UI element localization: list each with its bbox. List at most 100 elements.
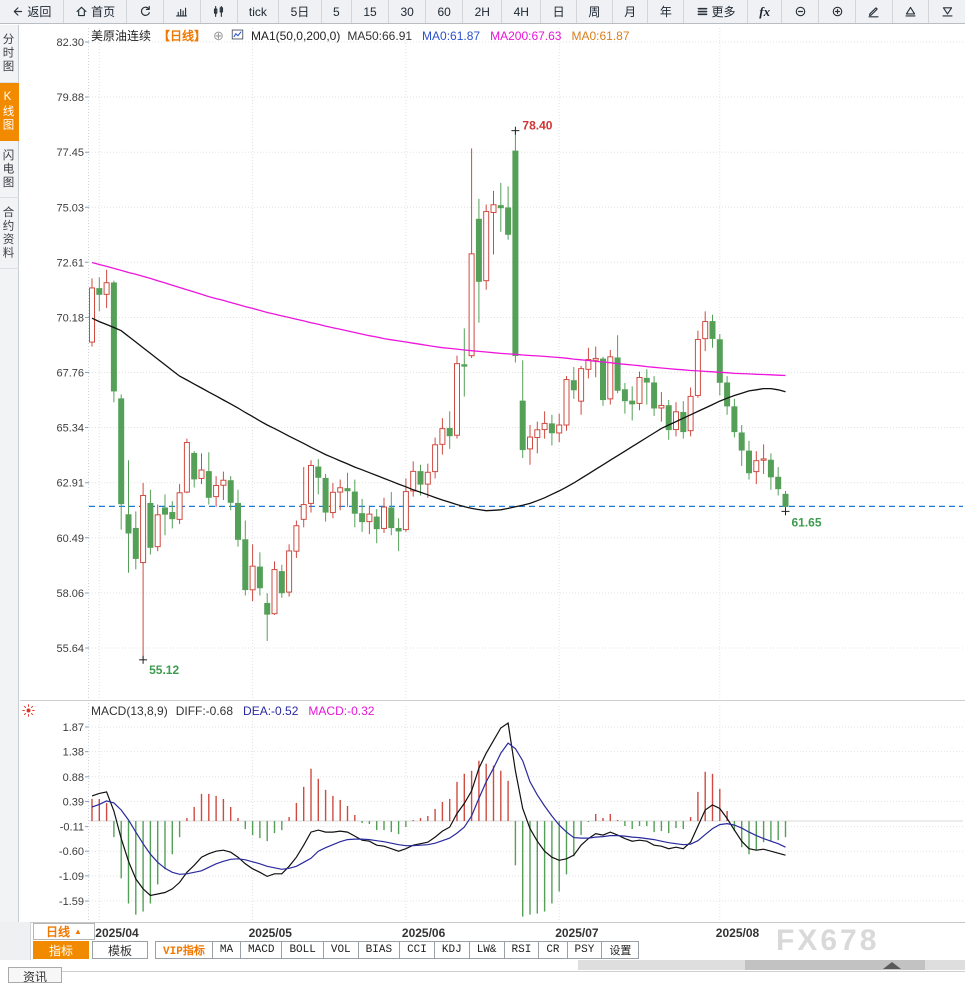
svg-text:55.12: 55.12 [149, 663, 179, 677]
toolbar-period-4h[interactable]: 4H [502, 0, 542, 23]
indicator-settings-icon[interactable] [21, 703, 36, 718]
toolbar-zoom-out[interactable] [782, 0, 820, 23]
toolbar-period-30[interactable]: 30 [389, 0, 427, 23]
ma-value-3: MA0:61.87 [571, 28, 630, 43]
tab-indicators[interactable]: 指标 [33, 941, 90, 959]
x-axis-month-label: 2025/08 [715, 926, 760, 940]
ma200-line [91, 261, 786, 377]
toolbar-more-label: 更多 [711, 5, 736, 19]
indicator-tab-psy[interactable]: PSY [566, 941, 603, 959]
triangle-down-icon [941, 5, 954, 18]
toolbar-home[interactable]: 首页 [64, 0, 128, 23]
ma-value-0: MA50:66.91 [347, 28, 413, 43]
period-label: 【日线】 [158, 29, 207, 43]
macd-diff-line [91, 721, 786, 897]
indicator-tab-lw[interactable]: LW& [468, 941, 505, 959]
toolbar-bar-chart[interactable] [164, 0, 201, 23]
indicator-tab-settings[interactable]: 设置 [601, 941, 640, 959]
toolbar-tick[interactable]: tick [238, 0, 280, 23]
indicator-tab-rsi[interactable]: RSI [503, 941, 540, 959]
bottom-left-corner [0, 922, 31, 960]
indicator-tab-cr[interactable]: CR [538, 941, 568, 959]
toolbar-expand-down[interactable] [929, 0, 965, 23]
panel-expand-handle[interactable] [883, 962, 901, 969]
toolbar-zoom-in[interactable] [819, 0, 856, 23]
toolbar-fx-label: fx [759, 3, 771, 19]
indicator-tab-cci[interactable]: CCI [399, 941, 435, 959]
toolbar-period-year[interactable]: 年 [648, 0, 685, 23]
tab-news[interactable]: 资讯 [8, 967, 62, 984]
period-selector[interactable]: 日线 ▲ [33, 923, 95, 940]
triangle-up-icon [904, 5, 917, 18]
svg-text:77.45: 77.45 [56, 147, 84, 159]
toolbar-period-2h[interactable]: 2H [463, 0, 503, 23]
indicator-tab-vol[interactable]: VOL [322, 941, 359, 959]
svg-text:60.49: 60.49 [56, 533, 84, 545]
sidebar-item-contract-info[interactable]: 合约资料 [0, 198, 19, 269]
macd-title: MACD(13,8,9) [91, 704, 168, 718]
sidebar-item-lightning-chart[interactable]: 闪电图 [0, 141, 19, 198]
indicator-tab-bias[interactable]: BIAS [357, 941, 401, 959]
left-sidebar: 分时图 K线图 闪电图 合约资料 [0, 25, 19, 922]
toolbar-period-week-label: 周 [588, 5, 601, 19]
annotations-layer: 78.40 55.12 61.65 [139, 119, 822, 677]
svg-text:79.88: 79.88 [56, 92, 84, 104]
indicator-tab-boll[interactable]: BOLL [281, 941, 324, 959]
toolbar-draw[interactable] [856, 0, 893, 23]
ma-value-1: MA0:61.87 [422, 28, 481, 43]
toolbar-expand-up[interactable] [893, 0, 930, 23]
toolbar-period-15[interactable]: 15 [352, 0, 390, 23]
macd-dea-line [91, 742, 786, 875]
toolbar-home-label: 首页 [91, 5, 116, 19]
toolbar-period-2h-label: 2H [474, 4, 490, 19]
sidebar-item-kline-chart[interactable]: K线图 [0, 82, 19, 141]
toolbar-period-5d-label: 5日 [290, 5, 310, 19]
sidebar-item-time-chart[interactable]: 分时图 [0, 25, 19, 83]
toolbar-period-week[interactable]: 周 [577, 0, 613, 23]
scrollbar-thumb[interactable] [745, 960, 925, 970]
toolbar-period-month[interactable]: 月 [613, 0, 649, 23]
toolbar-period-month-label: 月 [624, 5, 637, 19]
ma-value-2: MA200:67.63 [490, 28, 562, 43]
toolbar-candlestick[interactable] [201, 0, 238, 23]
toolbar-period-4h-label: 4H [513, 4, 529, 19]
top-toolbar: 返回 首页 tick 5日 5 15 30 60 2H 4H 日 周 月 年 更多 fx [0, 0, 965, 24]
toolbar-period-day[interactable]: 日 [541, 0, 578, 23]
svg-text:-0.11: -0.11 [60, 822, 84, 834]
toolbar-period-5[interactable]: 5 [322, 0, 353, 23]
pencil-icon [867, 5, 880, 18]
x-axis-month-label: 2025/07 [555, 926, 599, 940]
toolbar-back[interactable]: 返回 [0, 0, 64, 23]
ma50-line [91, 317, 786, 512]
svg-text:65.34: 65.34 [56, 423, 84, 435]
toolbar-period-5d[interactable]: 5日 [279, 0, 322, 23]
macd-legend: MACD(13,8,9) DIFF:-0.68 DEA:-0.52 MACD:-0.… [91, 704, 374, 718]
toolbar-fx[interactable]: fx [748, 0, 783, 23]
macd-value-1: DEA:-0.52 [243, 704, 299, 718]
toolbar-period-60[interactable]: 60 [426, 0, 464, 23]
indicator-tab-ma[interactable]: MA [211, 941, 242, 959]
svg-text:58.06: 58.06 [56, 588, 84, 600]
svg-text:61.65: 61.65 [792, 515, 822, 529]
indicator-tab-kdj[interactable]: KDJ [433, 941, 470, 959]
tab-templates[interactable]: 模板 [92, 941, 149, 959]
svg-text:1.87: 1.87 [63, 722, 84, 734]
chart-type-icon[interactable] [231, 28, 244, 44]
toolbar-period-day-label: 日 [552, 5, 565, 19]
toolbar-refresh[interactable] [127, 0, 165, 23]
toolbar-back-label: 返回 [27, 5, 52, 19]
horizontal-scrollbar[interactable] [578, 960, 965, 970]
svg-text:70.18: 70.18 [56, 312, 84, 324]
macd-values: DIFF:-0.68 DEA:-0.52 MACD:-0.32 [176, 704, 375, 718]
indicator-tab-macd[interactable]: MACD [240, 941, 283, 959]
ma-values: MA50:66.91 MA0:61.87 MA200:67.63 MA0:61.87 [347, 29, 629, 43]
zoom-in-icon [831, 5, 844, 18]
toolbar-tick-label: tick [248, 4, 267, 19]
add-indicator-icon[interactable]: ⊕ [213, 27, 224, 43]
toolbar-more[interactable]: 更多 [684, 0, 748, 23]
indicator-tab-vip[interactable]: VIP指标 [155, 941, 213, 959]
toolbar-period-15-label: 15 [363, 4, 377, 19]
svg-text:1.38: 1.38 [63, 747, 84, 759]
x-axis-row: 2025/04 2025/05 2025/06 2025/07 2025/08 [0, 922, 965, 941]
